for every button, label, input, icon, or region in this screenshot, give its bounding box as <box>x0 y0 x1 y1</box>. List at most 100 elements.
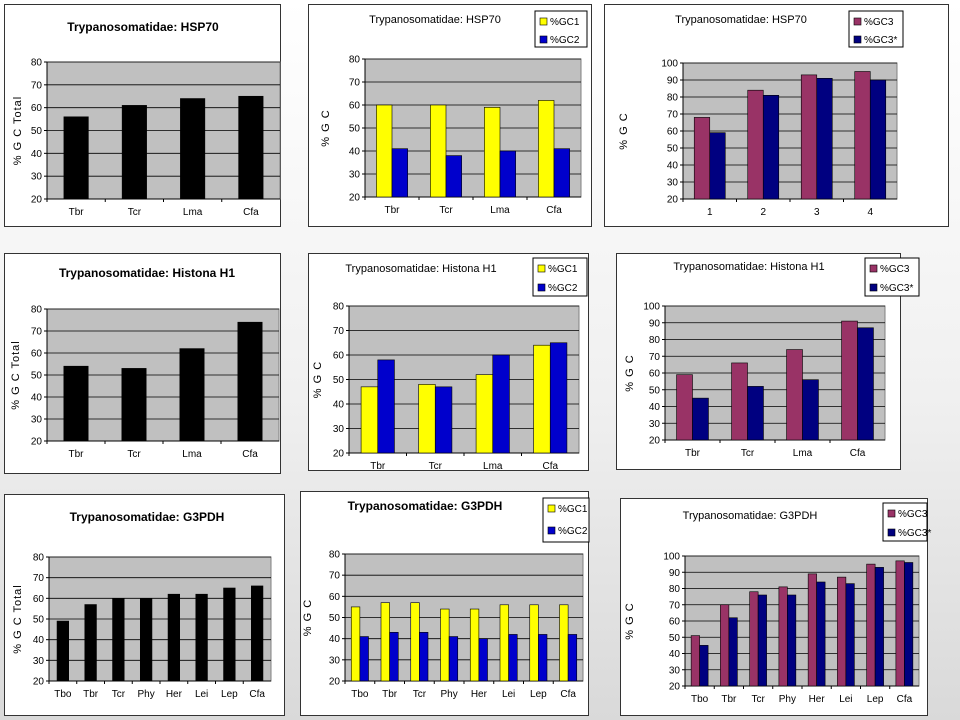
bar-gc1-tcr <box>430 104 447 198</box>
y-tick-label: 80 <box>649 335 661 346</box>
chart-panel-hsp70-gc12: Trypanosomatidae: HSP70 20 30 40 50 60 70 80 % G… <box>308 4 592 227</box>
bar-value-cfa <box>238 95 264 200</box>
bar-gc3-tcr <box>749 591 759 687</box>
x-tick-label: Cfa <box>242 449 258 460</box>
bar-gc1-tcr <box>418 384 436 454</box>
x-tick-label: Tcr <box>127 449 141 460</box>
y-tick-label: 20 <box>667 195 679 206</box>
y-tick-label: 40 <box>669 649 681 660</box>
y-tick-label: 20 <box>669 682 681 693</box>
legend-label: %GC2 <box>558 526 588 537</box>
chart-title: Trypanosomatidae: Histona H1 <box>673 261 824 273</box>
bar-value-lep <box>223 587 236 682</box>
bar-gc3-phy <box>787 594 797 687</box>
bar-gc1-tbr <box>380 602 390 682</box>
y-tick-label: 50 <box>33 615 45 626</box>
x-tick-label: Lei <box>195 689 208 700</box>
y-axis-label: % G C Total <box>12 584 24 654</box>
bar-value-phy <box>139 598 153 682</box>
legend-swatch <box>547 504 556 513</box>
y-axis-label: % G C <box>312 361 324 398</box>
bar-gc2-tbo <box>359 636 369 682</box>
y-tick-label: 70 <box>31 327 43 338</box>
bar-gc3-lei <box>845 583 855 687</box>
y-tick-label: 80 <box>31 58 43 69</box>
y-tick-label: 40 <box>31 393 43 404</box>
x-tick-label: Cfa <box>243 207 259 218</box>
legend-swatch <box>537 283 546 292</box>
bar-gc2-lep <box>538 634 548 682</box>
y-tick-label: 30 <box>667 178 679 189</box>
bar-gc3-cfa <box>904 562 914 687</box>
y-tick-label: 50 <box>329 613 341 624</box>
bar-value-tcr <box>121 368 147 442</box>
bar-gc3-cfa <box>895 560 905 687</box>
y-tick-label: 20 <box>649 436 661 447</box>
bar-gc3-3 <box>800 74 818 200</box>
y-tick-label: 50 <box>649 385 661 396</box>
bar-gc3-1 <box>693 117 711 200</box>
bar-gc3-3 <box>816 78 833 200</box>
x-tick-label: Tbo <box>351 689 369 700</box>
bar-gc2-tbr <box>389 632 399 682</box>
y-tick-label: 50 <box>667 144 679 155</box>
y-tick-label: 20 <box>33 677 45 688</box>
y-axis-label: % G C <box>618 112 630 149</box>
bar-gc2-cfa <box>549 342 568 454</box>
chart-title: Trypanosomatidae: HSP70 <box>67 20 219 34</box>
bar-value-tbr <box>84 604 97 682</box>
x-tick-label: Tcr <box>751 694 765 705</box>
bar-gc3-lei <box>837 576 847 687</box>
chart-svg: Trypanosomatidae: HSP70 20 30 40 50 60 70 80 % G… <box>320 10 588 216</box>
chart-title: Trypanosomatidae: G3PDH <box>70 510 225 524</box>
legend-label: %GC3 <box>898 509 928 520</box>
y-tick-label: 100 <box>643 302 660 313</box>
bar-value-cfa <box>250 585 264 682</box>
y-tick-label: 80 <box>33 553 45 564</box>
y-tick-label: 20 <box>349 193 361 204</box>
y-tick-label: 40 <box>33 635 45 646</box>
x-tick-label: Her <box>471 689 488 700</box>
bar-gc1-her <box>469 608 480 682</box>
chart-panel-g3pdh-gc12: Trypanosomatidae: G3PDH 20 30 40 50 60 70 80 % G… <box>300 491 590 716</box>
y-tick-label: 60 <box>33 594 45 605</box>
bar-gc1-tbr <box>360 386 379 454</box>
y-tick-label: 30 <box>349 170 361 181</box>
legend-label: %GC3* <box>898 528 931 539</box>
bar-gc3-tcr <box>747 386 764 441</box>
bar-gc1-phy <box>440 608 450 682</box>
legend-label: %GC3 <box>880 264 910 275</box>
x-tick-label: Lma <box>793 448 813 459</box>
x-tick-label: Lma <box>183 207 203 218</box>
bar-gc3-her <box>816 581 826 687</box>
x-tick-label: Lma <box>490 205 510 216</box>
y-tick-label: 70 <box>649 352 661 363</box>
y-tick-label: 50 <box>31 371 43 382</box>
y-tick-label: 80 <box>329 550 341 561</box>
y-tick-label: 60 <box>649 369 661 380</box>
chart-panel-g3pdh-gc3: Trypanosomatidae: G3PDH 20 30 40 50 60 70 80 90 1… <box>620 498 931 716</box>
chart-svg: Trypanosomatidae: Histona H1 20 30 40 50 60 70… <box>624 257 920 459</box>
bar-gc3-tbr <box>692 397 709 441</box>
y-tick-label: 100 <box>661 59 678 70</box>
bar-gc3-tbo <box>690 635 700 687</box>
bar-gc3-tbr <box>720 604 730 687</box>
bar-gc1-tbo <box>350 606 361 682</box>
y-tick-label: 60 <box>669 617 681 628</box>
legend-swatch <box>869 283 878 292</box>
x-tick-label: Tcr <box>429 461 443 472</box>
chart-title: Trypanosomatidae: Histona H1 <box>59 266 235 280</box>
y-tick-label: 30 <box>31 172 43 183</box>
chart-svg: Trypanosomatidae: G3PDH 20 30 40 50 60 70 80 % G… <box>302 497 590 700</box>
y-tick-label: 80 <box>333 302 345 313</box>
y-tick-label: 50 <box>349 124 361 135</box>
bar-gc3-her <box>807 573 817 687</box>
bar-gc3-cfa <box>841 320 858 441</box>
y-tick-label: 30 <box>333 424 345 435</box>
legend-label: %GC3* <box>864 35 897 46</box>
chart-svg: Trypanosomatidae: HSP70 20 30 40 50 60 70 80 % G… <box>12 20 281 218</box>
x-tick-label: Tbr <box>382 689 398 700</box>
bar-gc3-2 <box>747 89 764 200</box>
bar-value-tcr <box>121 105 147 200</box>
x-tick-label: Tcr <box>413 689 427 700</box>
